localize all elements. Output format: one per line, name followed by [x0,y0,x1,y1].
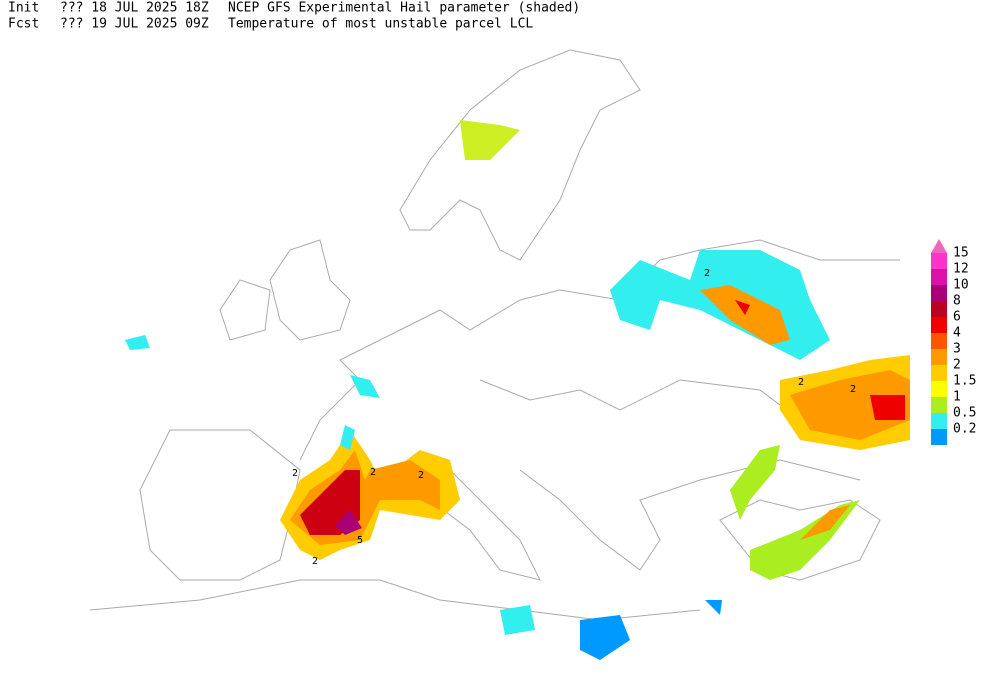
contour-label: 2 [704,268,710,279]
init-time: ??? 18 JUL 2025 18Z [60,1,209,16]
legend-swatch [931,429,947,445]
legend-label: 0.2 [953,422,976,437]
legend-swatch [931,349,947,365]
map-title: NCEP GFS Experimental Hail parameter (sh… [228,1,580,16]
fcst-label: Fcst [8,17,39,32]
contour-label: 2 [850,384,856,395]
legend-swatch [931,365,947,381]
contour-label: 2 [292,468,298,479]
contour-label: 5 [357,535,363,546]
legend-swatch [931,381,947,397]
legend-swatch [931,253,947,269]
legend-swatch [931,269,947,285]
legend-label: 1.5 [953,374,976,389]
contour-label: 2 [418,470,424,481]
legend-label: 8 [953,294,961,309]
legend-arrow [931,239,947,253]
contour-label: 2 [798,377,804,388]
legend-label: 0.5 [953,406,976,421]
contour-label: 2 [312,556,318,567]
legend-label: 10 [953,278,969,293]
legend-swatch [931,413,947,429]
legend-label: 12 [953,262,969,277]
init-label: Init [8,1,39,16]
map-subtitle: Temperature of most unstable parcel LCL [228,17,533,32]
fcst-time: ??? 19 JUL 2025 09Z [60,17,209,32]
legend-label: 4 [953,326,961,341]
legend-swatch [931,301,947,317]
legend-label: 3 [953,342,961,357]
contour-label: 2 [370,467,376,478]
legend-label: 6 [953,310,961,325]
legend-swatch [931,333,947,349]
legend-label: 15 [953,246,969,261]
legend-swatch [931,397,947,413]
hail-shading [125,120,910,660]
contour-labels: 2 2 2 5 2 2 2 2 [292,268,856,567]
legend-swatch [931,285,947,301]
legend-swatch [931,317,947,333]
legend-label: 2 [953,358,961,373]
legend-label: 1 [953,390,961,405]
